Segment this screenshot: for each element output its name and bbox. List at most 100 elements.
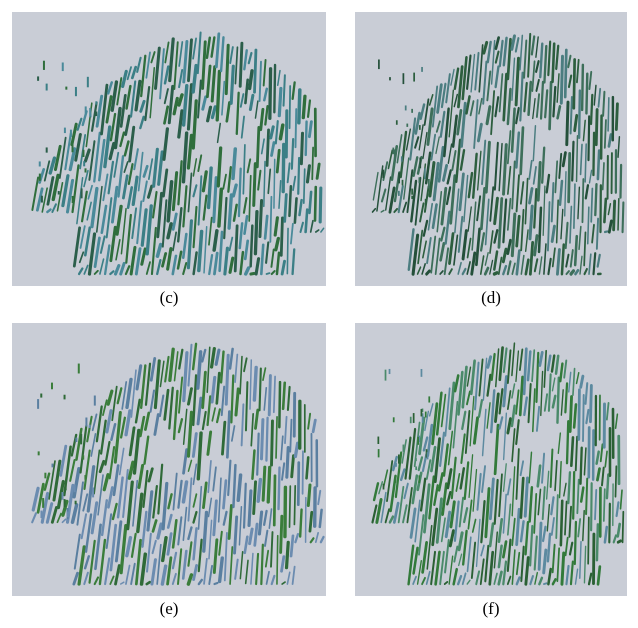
point-stripe [281, 516, 282, 552]
point-stripe [372, 506, 376, 523]
point-stripe [100, 540, 105, 584]
point-stripe [150, 68, 154, 118]
point-stripe [440, 552, 444, 584]
point-stripe [578, 187, 579, 218]
point-stripe [120, 133, 124, 146]
outlier-point [39, 174, 41, 181]
point-stripe [477, 520, 480, 567]
outlier-point [87, 77, 89, 87]
point-stripe [272, 421, 273, 465]
point-stripe [137, 366, 141, 389]
point-stripe [504, 377, 507, 406]
point-stripe [233, 149, 235, 178]
point-stripe [442, 84, 445, 107]
point-stripe [282, 261, 284, 274]
point-stripe [95, 525, 100, 569]
point-stripe [33, 488, 38, 510]
point-stripe [165, 390, 168, 419]
point-stripe [577, 60, 579, 82]
point-stripe [151, 52, 154, 62]
point-stripe [73, 505, 77, 522]
outlier-point [394, 480, 396, 483]
point-stripe [574, 184, 575, 228]
point-stripe [102, 500, 107, 535]
point-stripe [569, 154, 570, 202]
point-stripe [477, 196, 480, 220]
point-stripe [620, 165, 621, 197]
point-stripe [203, 172, 206, 191]
point-stripe [258, 171, 260, 190]
point-stripe [420, 203, 423, 221]
panel-image [12, 12, 326, 286]
point-stripe [454, 235, 457, 264]
point-stripe [293, 82, 295, 99]
outlier-point [402, 180, 404, 186]
point-stripe [142, 512, 146, 547]
point-stripe [230, 238, 233, 251]
point-stripe [317, 164, 319, 178]
point-stripe [111, 525, 116, 570]
point-stripe [216, 350, 219, 364]
point-stripe [251, 273, 254, 274]
point-stripe [126, 411, 130, 435]
point-stripe [293, 249, 295, 274]
point-stripe [153, 541, 156, 553]
point-stripe [142, 554, 146, 584]
point-stripe [265, 531, 267, 546]
point-stripe [597, 452, 599, 464]
point-stripe [461, 468, 464, 488]
point-stripe [116, 566, 120, 585]
point-stripe [143, 471, 147, 507]
point-stripe [586, 185, 588, 198]
point-stripe [233, 185, 236, 196]
point-stripe [533, 99, 535, 119]
outlier-point [72, 142, 74, 152]
point-stripe [47, 210, 50, 212]
point-stripe [539, 257, 541, 274]
panel-label: (c) [109, 288, 229, 308]
point-stripe [443, 484, 447, 515]
point-stripe [381, 210, 384, 212]
point-stripe [500, 74, 503, 111]
point-stripe [100, 461, 104, 471]
point-stripe [184, 353, 187, 401]
point-stripe [168, 558, 171, 584]
point-stripe [374, 483, 378, 499]
point-stripe [605, 451, 607, 466]
point-stripe [494, 574, 497, 584]
point-stripe [240, 552, 242, 579]
point-stripe [263, 467, 265, 500]
outlier-point [83, 161, 85, 166]
point-stripe [249, 491, 251, 526]
point-stripe [88, 186, 92, 199]
point-stripe [168, 249, 171, 270]
point-stripe [479, 45, 482, 92]
point-stripe [564, 483, 566, 495]
point-stripe [129, 462, 133, 478]
point-stripe [127, 538, 131, 556]
point-stripe [602, 468, 604, 486]
point-stripe [79, 269, 82, 274]
point-stripe [605, 527, 607, 542]
point-stripe [419, 458, 422, 470]
point-stripe [508, 240, 511, 253]
point-stripe [569, 507, 571, 537]
point-stripe [264, 511, 266, 525]
point-stripe [95, 238, 99, 267]
point-stripe [508, 39, 511, 78]
point-stripe [589, 574, 591, 584]
point-stripe [425, 99, 429, 124]
point-stripe [590, 386, 591, 422]
point-stripe [561, 501, 562, 545]
outlier-point [64, 395, 66, 400]
point-stripe [193, 434, 196, 457]
point-stripe [616, 104, 617, 129]
point-stripe [463, 574, 466, 585]
point-stripe [447, 187, 450, 203]
point-stripe [202, 350, 205, 361]
point-stripe [214, 231, 217, 250]
point-stripe [521, 256, 523, 274]
point-stripe [108, 82, 112, 93]
point-stripe [163, 538, 166, 561]
outlier-point [95, 111, 97, 116]
